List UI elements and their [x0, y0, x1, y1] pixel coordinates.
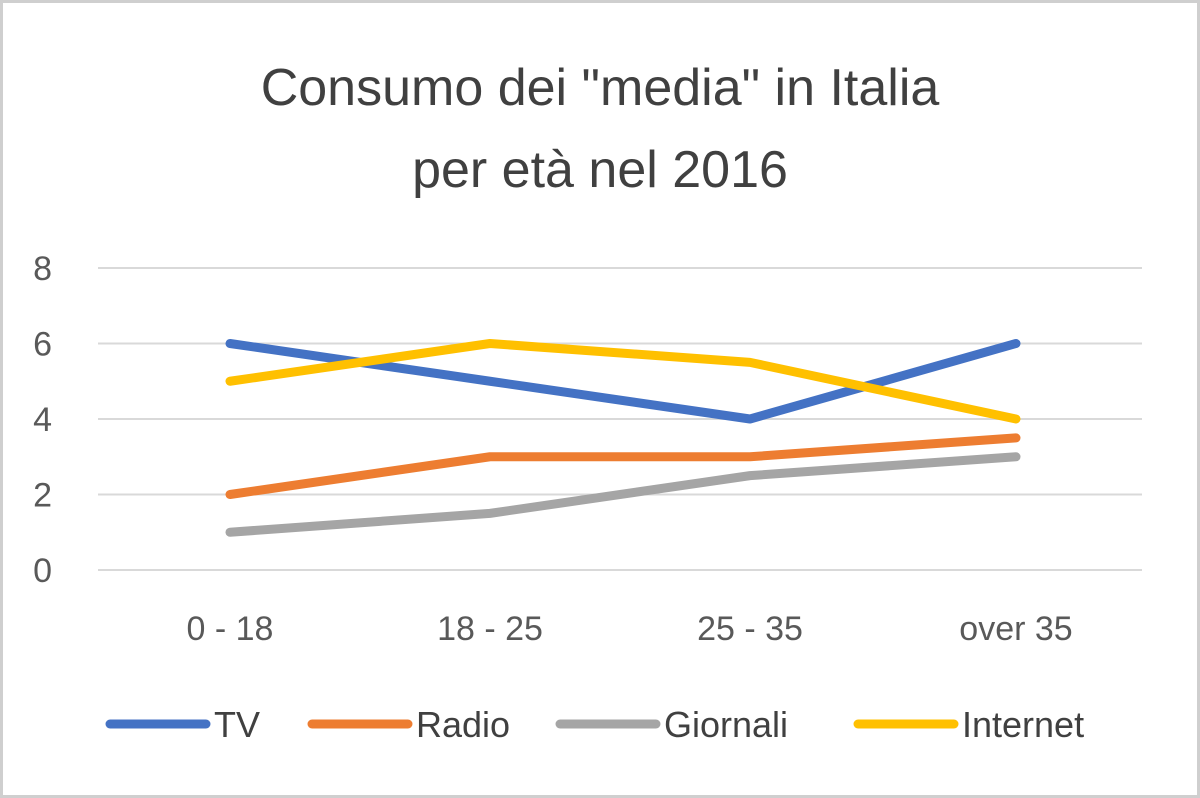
y-tick-label: 8 [33, 250, 52, 288]
legend-label-giornali: Giornali [664, 704, 788, 745]
x-tick-label: 0 - 18 [187, 610, 274, 648]
legend-label-tv: TV [214, 704, 260, 745]
y-tick-label: 6 [33, 326, 52, 364]
x-tick-label: over 35 [959, 610, 1072, 648]
y-tick-label: 2 [33, 477, 52, 515]
gridlines [98, 267, 1142, 571]
y-axis-ticks: 0 2 4 6 8 [33, 250, 52, 590]
legend-label-internet: Internet [962, 704, 1084, 745]
legend: TV Radio Giornali Internet [105, 704, 1084, 745]
x-tick-label: 25 - 35 [697, 610, 803, 648]
series-line-giornali [225, 452, 1021, 537]
y-tick-label: 0 [33, 552, 52, 590]
series-line-internet [225, 339, 1021, 424]
legend-label-radio: Radio [416, 704, 510, 745]
chart-title-line-1: Consumo dei "media" in Italia [260, 59, 940, 117]
chart-title-line-2: per età nel 2016 [412, 141, 788, 199]
series-lines [225, 339, 1021, 537]
x-axis-ticks: 0 - 18 18 - 25 25 - 35 over 35 [187, 610, 1073, 648]
series-line-radio [225, 433, 1021, 499]
y-tick-label: 4 [33, 401, 52, 439]
x-tick-label: 18 - 25 [437, 610, 543, 648]
